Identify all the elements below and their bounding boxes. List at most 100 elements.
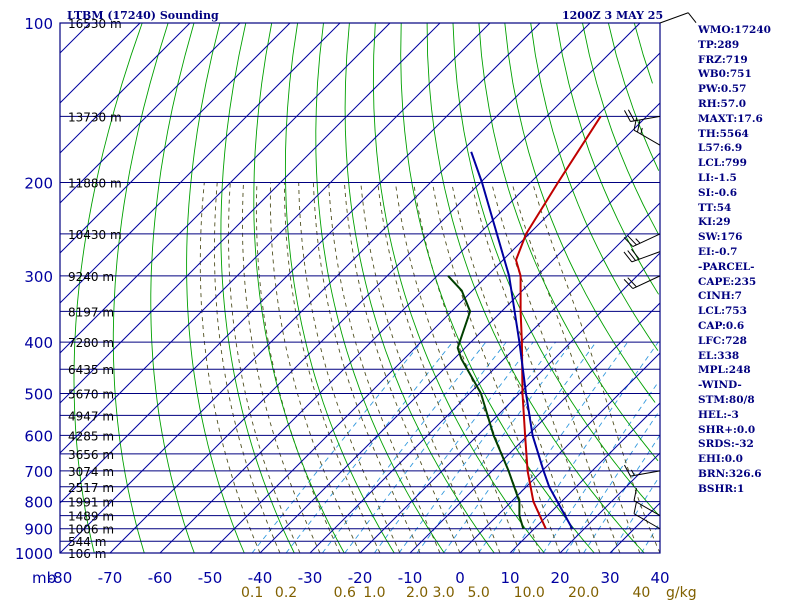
wind-barb-flag	[627, 109, 635, 122]
height-label: 4285 m	[68, 429, 114, 443]
pressure-tick-label: 1000	[15, 545, 53, 563]
temperature-tick-label: -40	[248, 569, 273, 587]
dry-adiabat	[478, 22, 659, 462]
index-item: STM:80/8	[698, 393, 755, 406]
mixing-ratio-line	[344, 341, 507, 554]
isotherm	[59, 22, 491, 454]
mixing-ratio-label: 3.0	[432, 585, 454, 600]
sounding-line	[470, 151, 574, 530]
mixing-ratio-unit-label: g/kg	[666, 585, 697, 600]
isotherm	[59, 22, 291, 254]
wind-barb-flag	[633, 117, 638, 131]
mixing-ratio-label: 1.0	[363, 585, 385, 600]
pressure-tick-label: 500	[24, 385, 53, 403]
wind-barb-flag	[633, 501, 638, 514]
moist-adiabat	[255, 182, 341, 554]
mixing-ratio-lines	[251, 341, 661, 554]
sounding-line	[515, 115, 602, 530]
chart-timestamp: 1200Z 3 MAY 25	[562, 9, 664, 22]
height-labels: 16530 m 13730 m 11880 m 10430 m 9240 m 8197 m…	[68, 17, 122, 561]
pressure-tick-label: 800	[24, 494, 53, 512]
temperature-tick-label: 10	[500, 569, 519, 587]
index-item: BRN:326.6	[698, 467, 762, 480]
isotherm	[59, 22, 341, 304]
mixing-ratio-label: 0.1	[241, 585, 263, 600]
mixing-ratio-label: 5.0	[467, 585, 489, 600]
wind-barb-flag	[623, 110, 631, 122]
isotherm	[509, 402, 661, 554]
wind-barb-staff	[632, 275, 661, 290]
pressure-tick-label: 400	[24, 334, 53, 352]
mixing-ratio-line	[610, 477, 660, 554]
dry-adiabat	[633, 22, 653, 84]
moist-adiabat	[413, 182, 541, 554]
wind-barb-flag	[623, 279, 634, 289]
isotherm	[59, 22, 391, 354]
height-label: 2517 m	[68, 481, 114, 495]
index-item: SRDS:-32	[698, 438, 754, 451]
index-item: SW:176	[698, 231, 743, 244]
moist-adiabat	[199, 182, 261, 554]
wind-barb-flag	[627, 277, 637, 288]
height-label: 4947 m	[68, 409, 114, 423]
height-label: 5670 m	[68, 387, 114, 401]
isotherm	[309, 202, 661, 554]
mixing-ratio-line	[583, 435, 661, 554]
temperature-tick-label: -80	[48, 569, 73, 587]
index-item: WB0:751	[698, 68, 752, 81]
mixing-ratio-label: 2.0	[406, 585, 428, 600]
height-label: 1006 m	[68, 523, 114, 537]
temperature-axis: -80 -70 -60 -50 -40 -30 -20 -10 0 10 20 30 40	[48, 569, 670, 587]
mixing-ratio-label: 10.0	[514, 585, 545, 600]
height-label: 6435 m	[68, 363, 114, 377]
stability-indices-list: WMO:17240 TP:289 FRZ:719 WB0:751 PW:0.57 RH:5…	[698, 23, 771, 497]
index-item: LI:-1.5	[698, 171, 737, 184]
moist-adiabat	[394, 182, 521, 554]
plot-border	[59, 22, 661, 554]
index-item: TT:54	[698, 201, 732, 214]
mixing-ratio-line	[512, 341, 659, 554]
moist-adiabat	[298, 182, 401, 554]
sounding-line	[447, 275, 525, 529]
isotherms	[59, 22, 661, 554]
index-item: MPL:248	[698, 364, 751, 377]
wind-barb-flag	[687, 12, 697, 23]
moist-adiabat	[511, 182, 641, 554]
mixing-ratio-line	[478, 341, 629, 554]
index-item: -PARCEL-	[698, 260, 755, 273]
isotherm	[109, 22, 641, 554]
wind-barb-flag	[627, 250, 636, 261]
mixing-ratio-line	[374, 341, 534, 554]
moist-adiabat	[491, 182, 621, 554]
temperature-tick-label: -10	[398, 569, 423, 587]
chart-title: LTBM (17240) Sounding	[67, 9, 219, 22]
pressure-unit-label: mb	[32, 569, 56, 587]
mixing-ratio-line	[542, 383, 658, 554]
index-item: PW:0.57	[698, 83, 747, 96]
wind-barb-flag	[623, 464, 631, 477]
index-item: TH:5564	[698, 127, 749, 140]
isotherm	[59, 22, 241, 204]
moist-adiabat	[269, 182, 361, 554]
index-item: LCL:799	[698, 157, 747, 170]
index-item: LCL:753	[698, 305, 747, 318]
index-item: MAXT:17.6	[698, 112, 763, 125]
mixing-ratio-line	[565, 410, 660, 554]
dry-adiabat	[344, 22, 495, 554]
temperature-tick-label: 30	[600, 569, 619, 587]
dry-adiabat	[400, 22, 595, 554]
index-item: CAP:0.6	[698, 319, 745, 332]
wind-barb-staff	[659, 12, 689, 24]
height-label: 8197 m	[68, 305, 114, 319]
temperature-tick-label: 20	[550, 569, 569, 587]
pressure-tick-label: 900	[24, 521, 53, 539]
index-item: EL:338	[698, 349, 740, 362]
pressure-tick-label: 600	[24, 427, 53, 445]
moist-adiabat	[312, 182, 421, 554]
wind-barbs	[623, 12, 697, 530]
height-label: 10430 m	[68, 228, 122, 242]
index-item: CINH:7	[698, 290, 742, 303]
wind-barb-flag	[627, 235, 637, 246]
wind-barb-staff	[633, 500, 661, 517]
index-item: L57:6.9	[698, 142, 743, 155]
